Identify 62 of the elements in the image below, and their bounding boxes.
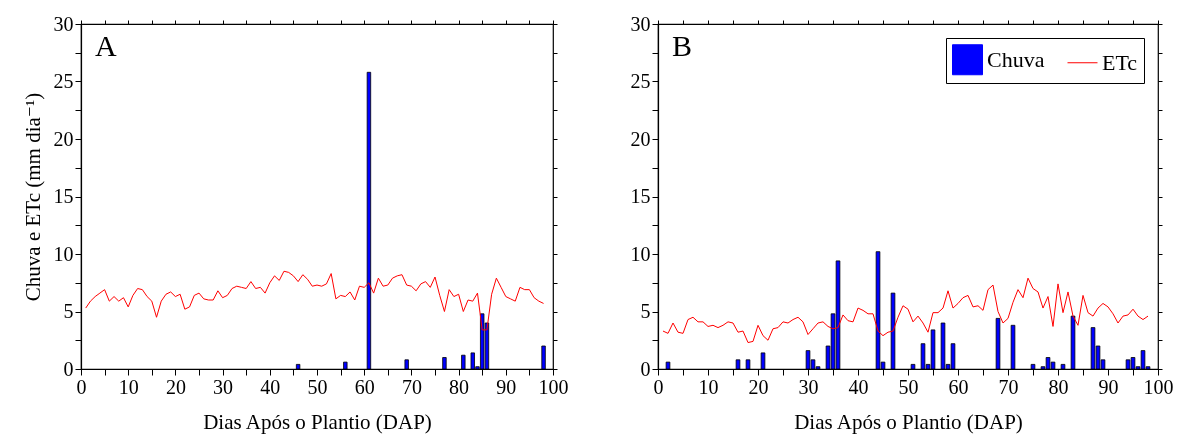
- x-tick-label: 90: [1098, 375, 1119, 398]
- y-tick-label: 5: [63, 300, 74, 322]
- bar: [541, 345, 546, 370]
- y-tick-label: 30: [53, 12, 74, 35]
- x-axis-title: Dias Após o Plantio (DAP): [203, 409, 432, 434]
- bar: [442, 357, 447, 370]
- y-tick-label: 20: [53, 127, 74, 150]
- bar: [1010, 324, 1016, 370]
- bar: [665, 361, 671, 370]
- annotation: A: [95, 29, 117, 62]
- x-tick-label: 90: [496, 375, 517, 398]
- y-tick-label: 10: [630, 242, 651, 265]
- bar: [920, 343, 926, 370]
- bar: [745, 359, 751, 370]
- y-tick-label: 25: [53, 70, 74, 92]
- y-tick-label: 15: [53, 185, 74, 207]
- bar: [404, 359, 409, 370]
- x-tick-label: 40: [848, 375, 869, 398]
- y-tick-label: 25: [630, 70, 651, 92]
- y-tick-label: 30: [630, 12, 651, 35]
- y-tick-label: 5: [640, 300, 651, 322]
- x-tick-label: 100: [1143, 375, 1174, 398]
- y-axis-title: Chuva e ETc (mm dia⁻¹): [20, 92, 45, 302]
- bar: [343, 361, 348, 370]
- x-tick-label: 100: [538, 375, 569, 398]
- y-tick-label: 15: [630, 185, 651, 207]
- x-tick-label: 60: [354, 375, 375, 398]
- x-tick-label: 60: [948, 375, 969, 398]
- line-series: [85, 270, 545, 331]
- bar: [295, 364, 301, 370]
- bar: [735, 359, 741, 370]
- x-tick-label: 10: [118, 375, 139, 398]
- x-axis-title: Dias Após o Plantio (DAP): [794, 409, 1023, 434]
- x-tick-label: 70: [998, 375, 1019, 398]
- y-tick-label: 0: [640, 357, 651, 380]
- bar: [940, 322, 946, 370]
- x-tick-label: 50: [898, 375, 919, 398]
- legend-label: Chuva: [987, 46, 1045, 72]
- x-tick-label: 30: [213, 375, 234, 398]
- bar: [366, 71, 372, 370]
- y-tick-label: 10: [53, 242, 74, 265]
- x-tick-label: 70: [401, 375, 422, 398]
- x-tick-label: 40: [260, 375, 281, 398]
- x-tick-label: 80: [449, 375, 470, 398]
- x-tick-label: 20: [165, 375, 186, 398]
- bar: [461, 354, 466, 370]
- x-tick-label: 50: [307, 375, 328, 398]
- y-tick-label: 20: [630, 127, 651, 150]
- bar: [995, 318, 1001, 370]
- bar: [910, 364, 916, 370]
- bar: [1060, 364, 1066, 370]
- bar: [890, 292, 896, 370]
- y-tick-label: 0: [63, 357, 74, 380]
- x-tick-label: 20: [748, 375, 769, 398]
- bar: [760, 352, 766, 370]
- x-tick-label: 30: [798, 375, 819, 398]
- annotation: B: [672, 29, 693, 62]
- legend-label: ETc: [1102, 49, 1138, 75]
- bar: [1070, 315, 1076, 370]
- line-series: [662, 277, 1149, 344]
- x-tick-label: 80: [1048, 375, 1069, 398]
- x-tick-label: 10: [698, 375, 719, 398]
